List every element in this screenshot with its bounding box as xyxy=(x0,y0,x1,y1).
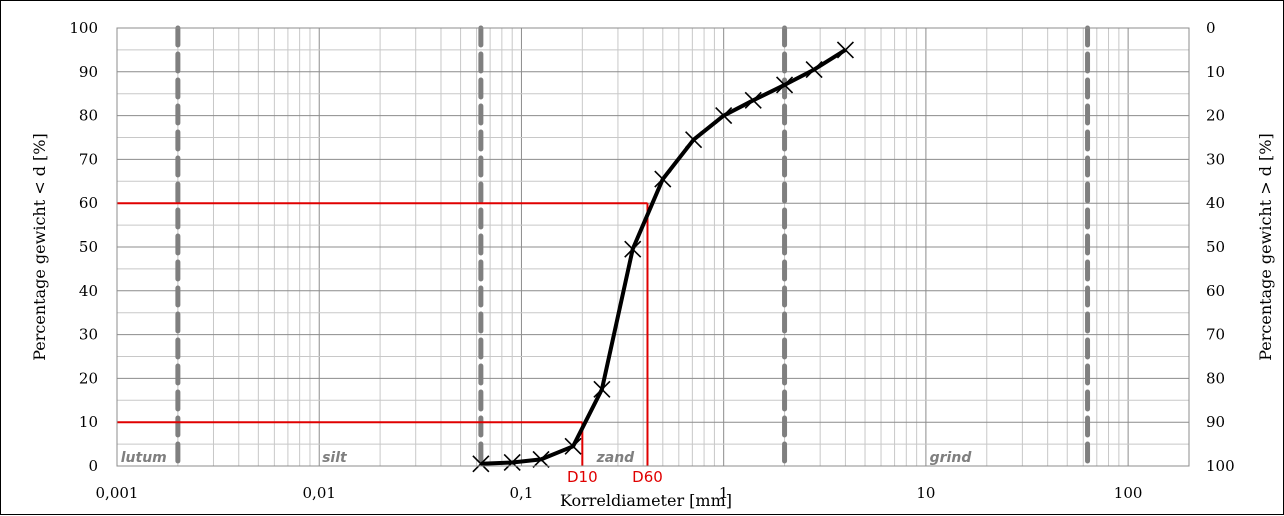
y2-tick-label: 100 xyxy=(1206,457,1235,475)
zone-label: silt xyxy=(322,450,348,466)
data-point xyxy=(715,107,733,125)
x-tick-label: 0,01 xyxy=(303,484,336,502)
data-point xyxy=(775,76,794,94)
data-point xyxy=(472,455,490,473)
y-tick-label: 0 xyxy=(88,457,98,475)
marker-stroke xyxy=(472,455,490,473)
y2-tick-label: 90 xyxy=(1206,413,1225,431)
x-tick-label: 0,001 xyxy=(96,484,139,502)
d60-label: D60 xyxy=(632,468,663,486)
data-point xyxy=(624,240,642,258)
y2-tick-label: 20 xyxy=(1206,107,1225,125)
y2-tick-label: 50 xyxy=(1206,238,1225,256)
data-point xyxy=(805,61,823,79)
marker-stroke xyxy=(744,91,762,109)
y-axis-title: Percentage gewicht < d [%] xyxy=(30,133,49,360)
gridlines xyxy=(116,27,1190,467)
marker-stroke xyxy=(532,450,550,468)
series-layer xyxy=(472,41,854,473)
y-tick-label: 20 xyxy=(79,369,98,387)
marker-stroke xyxy=(805,61,823,79)
y2-tick-label: 0 xyxy=(1206,19,1216,37)
y2-tick-label: 80 xyxy=(1206,369,1225,387)
tick-labels: 0102030405060708090100100908070605040302… xyxy=(69,19,1234,502)
plot-border xyxy=(116,27,1190,467)
data-point xyxy=(564,437,582,455)
marker-stroke xyxy=(654,170,672,188)
data-point xyxy=(503,453,521,472)
data-point xyxy=(654,170,672,188)
marker-stroke xyxy=(624,240,642,258)
x-tick-label: 0,1 xyxy=(510,484,534,502)
y-tick-label: 100 xyxy=(69,19,98,37)
y-tick-label: 90 xyxy=(79,63,98,81)
zone-label: lutum xyxy=(121,450,167,466)
d10-label: D10 xyxy=(567,468,598,486)
y2-tick-label: 30 xyxy=(1206,150,1225,168)
y-tick-label: 70 xyxy=(79,150,98,168)
marker-stroke xyxy=(715,107,733,125)
x-tick-label: 1 xyxy=(719,484,729,502)
zone-label: grind xyxy=(930,450,973,466)
zone-label: zand xyxy=(596,450,636,466)
data-point xyxy=(685,131,703,149)
data-point xyxy=(593,380,611,398)
y-tick-label: 40 xyxy=(79,282,98,300)
marker-stroke xyxy=(775,76,794,94)
data-point xyxy=(744,91,762,109)
labels: Korreldiameter [mm] Percentage gewicht <… xyxy=(30,133,1275,510)
zone-boundaries: lutum silt zand grind xyxy=(121,25,1091,469)
y2-tick-label: 60 xyxy=(1206,282,1225,300)
y2-tick-label: 40 xyxy=(1206,194,1225,212)
x-tick-label: 10 xyxy=(916,484,935,502)
y2-tick-label: 10 xyxy=(1206,63,1225,81)
y2-tick-label: 70 xyxy=(1206,326,1225,344)
y-tick-label: 50 xyxy=(79,238,98,256)
reference-lines: D10 D60 xyxy=(117,202,663,486)
marker-stroke xyxy=(503,453,521,472)
data-point xyxy=(836,41,854,59)
y2-axis-title: Percentage gewicht > d [%] xyxy=(1256,133,1275,360)
marker-stroke xyxy=(593,380,611,398)
marker-stroke xyxy=(836,41,854,59)
x-tick-label: 100 xyxy=(1114,484,1143,502)
y-tick-label: 10 xyxy=(79,413,98,431)
x-axis-title: Korreldiameter [mm] xyxy=(560,491,732,510)
marker-stroke xyxy=(564,437,582,455)
marker-stroke xyxy=(685,131,703,149)
y-tick-label: 30 xyxy=(79,326,98,344)
data-point xyxy=(532,450,550,468)
y-tick-label: 80 xyxy=(79,107,98,125)
y-tick-label: 60 xyxy=(79,194,98,212)
